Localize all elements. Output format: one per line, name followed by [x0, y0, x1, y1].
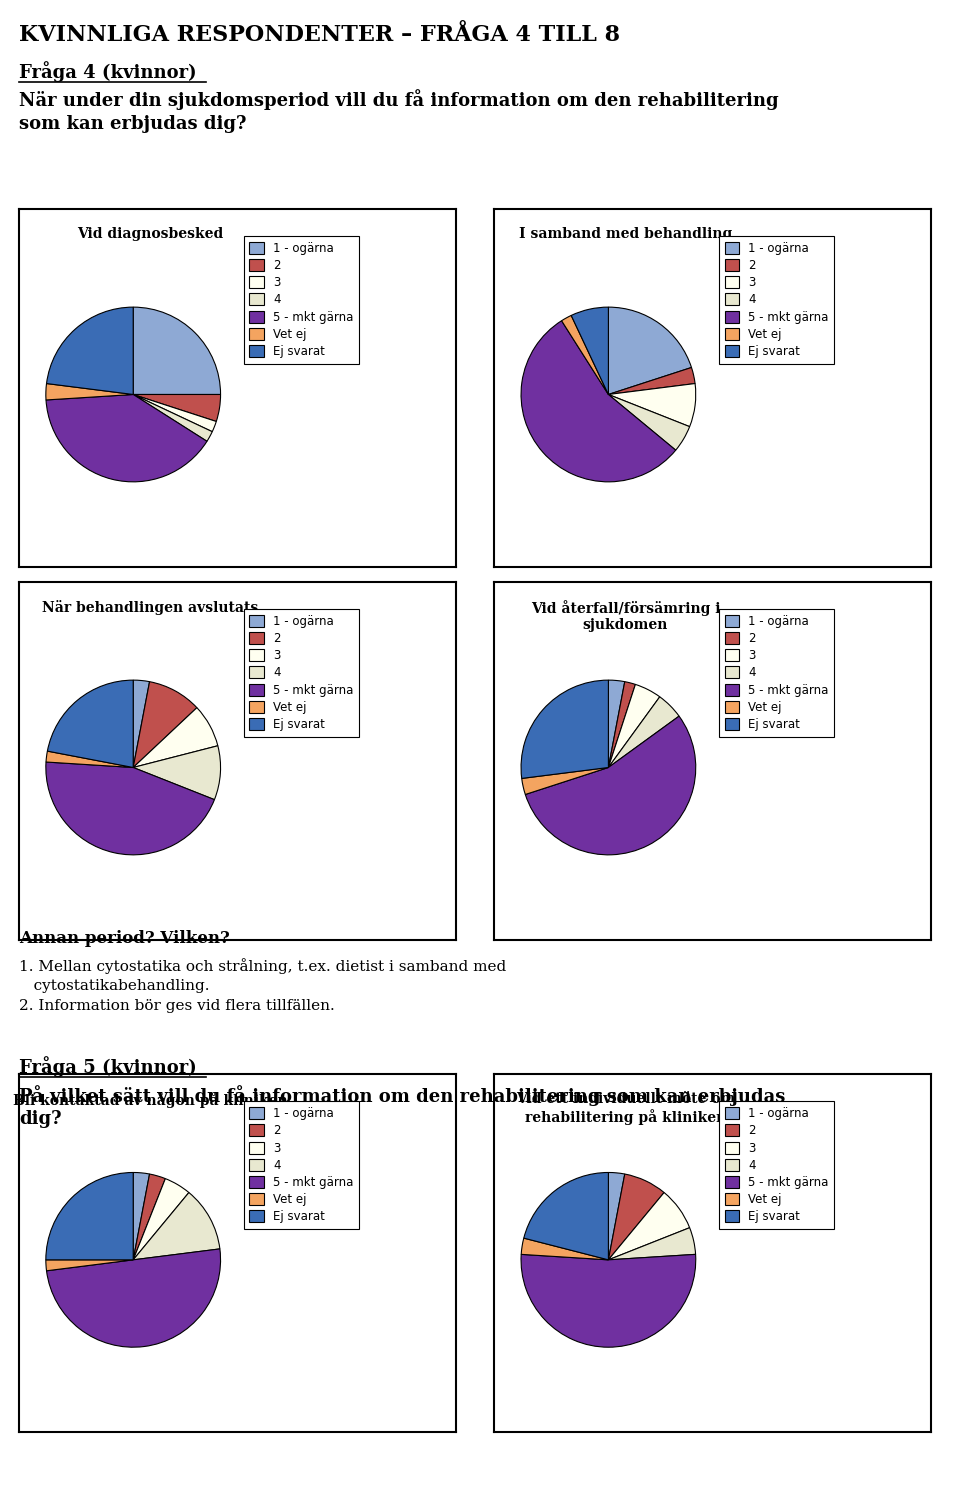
Wedge shape: [521, 767, 609, 794]
Wedge shape: [571, 307, 609, 394]
Wedge shape: [46, 750, 133, 767]
Wedge shape: [46, 394, 207, 482]
Legend: 1 - ogärna, 2, 3, 4, 5 - mkt gärna, Vet ej, Ej svarat: 1 - ogärna, 2, 3, 4, 5 - mkt gärna, Vet …: [244, 609, 359, 737]
Wedge shape: [133, 394, 221, 421]
Wedge shape: [133, 307, 221, 394]
Wedge shape: [133, 680, 150, 767]
Text: Vid återfall/försämring i
sjukdomen: Vid återfall/försämring i sjukdomen: [531, 600, 720, 633]
Wedge shape: [133, 1179, 189, 1259]
Wedge shape: [133, 1173, 150, 1259]
Wedge shape: [521, 680, 609, 779]
Wedge shape: [609, 1192, 689, 1259]
Wedge shape: [609, 307, 691, 394]
Text: 1. Mellan cytostatika och strålning, t.ex. dietist i samband med
   cytostatikab: 1. Mellan cytostatika och strålning, t.e…: [19, 958, 507, 1013]
Wedge shape: [521, 321, 676, 482]
Text: Fråga 4 (kvinnor): Fråga 4 (kvinnor): [19, 61, 197, 82]
Legend: 1 - ogärna, 2, 3, 4, 5 - mkt gärna, Vet ej, Ej svarat: 1 - ogärna, 2, 3, 4, 5 - mkt gärna, Vet …: [719, 236, 834, 364]
Text: Vid diagnosbesked: Vid diagnosbesked: [77, 227, 224, 240]
Wedge shape: [609, 1228, 696, 1259]
Wedge shape: [609, 680, 625, 767]
Wedge shape: [133, 682, 197, 767]
Wedge shape: [46, 1249, 221, 1347]
Wedge shape: [46, 307, 133, 394]
Wedge shape: [133, 394, 216, 431]
Wedge shape: [521, 1255, 696, 1347]
Wedge shape: [609, 1173, 625, 1259]
Wedge shape: [47, 680, 133, 767]
Wedge shape: [133, 1192, 220, 1259]
Wedge shape: [609, 383, 696, 427]
Wedge shape: [46, 383, 133, 400]
Wedge shape: [609, 394, 689, 451]
Text: Vid ett individuellt möte om
rehabilitering på kliniken: Vid ett individuellt möte om rehabiliter…: [516, 1092, 735, 1125]
Legend: 1 - ogärna, 2, 3, 4, 5 - mkt gärna, Vet ej, Ej svarat: 1 - ogärna, 2, 3, 4, 5 - mkt gärna, Vet …: [719, 1101, 834, 1229]
Wedge shape: [609, 1174, 664, 1259]
Wedge shape: [133, 394, 212, 442]
Wedge shape: [609, 367, 695, 394]
Wedge shape: [133, 746, 221, 800]
Text: Annan period? Vilken?: Annan period? Vilken?: [19, 931, 230, 947]
Wedge shape: [609, 682, 636, 767]
Legend: 1 - ogärna, 2, 3, 4, 5 - mkt gärna, Vet ej, Ej svarat: 1 - ogärna, 2, 3, 4, 5 - mkt gärna, Vet …: [244, 1101, 359, 1229]
Wedge shape: [133, 707, 218, 767]
Text: Bli kontaktad av någon på kliniken: Bli kontaktad av någon på kliniken: [12, 1092, 288, 1109]
Wedge shape: [524, 1173, 609, 1259]
Wedge shape: [46, 762, 214, 855]
Legend: 1 - ogärna, 2, 3, 4, 5 - mkt gärna, Vet ej, Ej svarat: 1 - ogärna, 2, 3, 4, 5 - mkt gärna, Vet …: [719, 609, 834, 737]
Text: I samband med behandling: I samband med behandling: [518, 227, 732, 240]
Wedge shape: [46, 1259, 133, 1271]
Wedge shape: [562, 315, 609, 394]
Text: KVINNLIGA RESPONDENTER – FRÅGA 4 TILL 8: KVINNLIGA RESPONDENTER – FRÅGA 4 TILL 8: [19, 24, 620, 46]
Wedge shape: [609, 697, 679, 767]
Wedge shape: [525, 716, 696, 855]
Wedge shape: [46, 1173, 133, 1259]
Wedge shape: [133, 1174, 165, 1259]
Wedge shape: [521, 1238, 609, 1259]
Text: När under din sjukdomsperiod vill du få information om den rehabilitering
som ka: När under din sjukdomsperiod vill du få …: [19, 90, 779, 133]
Wedge shape: [609, 685, 660, 767]
Legend: 1 - ogärna, 2, 3, 4, 5 - mkt gärna, Vet ej, Ej svarat: 1 - ogärna, 2, 3, 4, 5 - mkt gärna, Vet …: [244, 236, 359, 364]
Text: När behandlingen avslutats: När behandlingen avslutats: [42, 600, 258, 615]
Text: På vilket sätt vill du få information om den rehabilitering som kan erbjudas
dig: På vilket sätt vill du få information om…: [19, 1085, 785, 1128]
Text: Fråga 5 (kvinnor): Fråga 5 (kvinnor): [19, 1056, 197, 1077]
